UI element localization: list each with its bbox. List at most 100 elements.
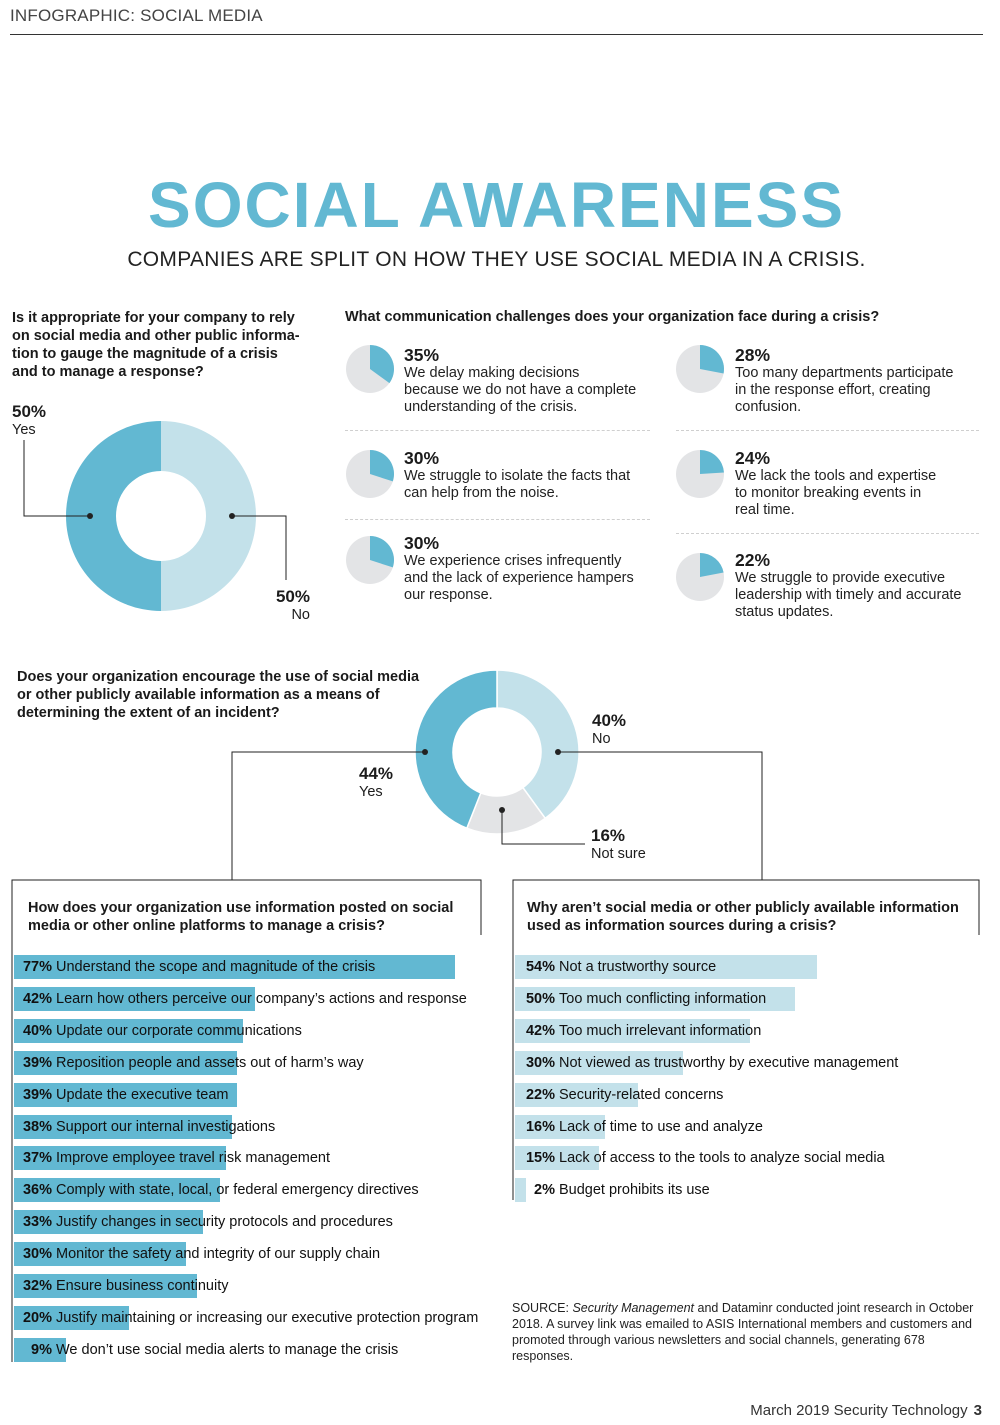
bar [14,1210,204,1235]
bar-value: 50% [525,990,555,1007]
q4-question-line: How does your organization use informati… [28,900,454,916]
bar-label: 37% Improve employee travel risk manageme… [14,1146,330,1170]
bar-category: Ensure business continuity [56,1278,229,1294]
challenge-pct: 30% [404,448,440,468]
bar-label: 20% Justify maintaining or increasing our… [14,1306,478,1330]
q1-donut-yes-slice [66,421,161,611]
q5-question-line: used as information sources during a cri… [527,918,837,934]
q3-donut-no-slice [496,669,580,820]
bar-category: Lack of access to the tools to analyze s… [559,1150,885,1167]
bar [14,1242,186,1267]
source-note: SOURCE: Security Management and Dataminr… [512,1300,977,1364]
challenge-text-line: and the lack of experience hampers [404,570,634,586]
bar-value: 33% [22,1214,52,1231]
bar-category: Learn how others perceive our company’s … [56,990,467,1007]
challenge-divider [345,430,650,431]
bar [14,1178,221,1203]
bar-label: 39% Reposition people and assets out of h… [14,1051,364,1075]
challenge-pct: 30% [404,533,440,553]
page-footer: March 2019 Security Technology 3 [750,1402,982,1419]
page-subtitle: COMPANIES ARE SPLIT ON HOW THEY USE SOCI… [127,248,866,271]
bar-label: 38% Support our internal investigations [14,1115,275,1139]
q1-donut-no-slice [161,421,256,611]
footer-text: March 2019 Security Technology [750,1402,968,1419]
q5-question-line: Why aren’t social media or other publicl… [527,900,959,916]
q1-yes-text: Yes [12,422,36,438]
bar-label: 15% Lack of access to the tools to analyz… [515,1146,885,1170]
bar-value: 37% [22,1150,52,1167]
challenge-pct: 24% [735,448,771,468]
q3-no-pct: 40% [592,711,627,730]
bar-value: 42% [22,990,52,1007]
bar-label: 50% Too much conflicting information [515,987,766,1011]
q3-question: Does your organization encourage the use… [17,668,437,722]
challenge-item: 35% We delay making decisions because we… [404,345,664,416]
challenge-divider [345,519,650,520]
bar [515,1050,683,1075]
q1-question-line: and to manage a response? [12,364,204,380]
challenge-text-line: our response. [404,587,493,603]
challenge-pct: 22% [735,550,771,570]
q3-question-line: Does your organization encourage the use… [17,669,420,685]
challenge-pct: 35% [404,345,440,365]
bar-value: 20% [22,1309,52,1326]
bar-category: Comply with state, local, or federal eme… [56,1182,419,1199]
bar-category: Improve employee travel risk management [56,1150,331,1167]
q3-yes-connector [231,751,425,880]
bar-value: 39% [22,1086,52,1103]
challenge-divider [676,533,979,534]
source-publication: Security Management [572,1301,695,1315]
bar-category: Update our corporate communications [56,1022,302,1039]
q4-frame [11,879,482,935]
bar [515,1178,527,1203]
q5-question: Why aren’t social media or other publicl… [527,899,977,935]
bar-label: 42% Too much irrelevant information [515,1019,761,1043]
bar-category: Support our internal investigations [56,1118,276,1135]
challenge-text-line: We struggle to provide executive [735,570,946,586]
bar [14,986,255,1011]
q1-question-line: Is it appropriate for your company to re… [12,310,295,326]
bar [14,1114,232,1139]
challenge-pie-slice [700,345,724,374]
bar-label: 42% Learn how others perceive our company… [14,987,467,1011]
q3-notsure-dot [499,807,505,813]
bar-label: 16% Lack of time to use and analyze [515,1115,763,1139]
q1-yes-pct: 50% [12,402,47,421]
challenge-text-line: We lack the tools and expertise [735,468,937,484]
bar-value: 15% [525,1150,555,1167]
bar-label: 22% Security-related concerns [515,1083,723,1107]
q3-question-line: determining the extent of an incident? [17,705,280,721]
challenge-item: 22% We struggle to provide executive lea… [735,550,995,621]
q3-notsure-text: Not sure [591,846,646,862]
page-number: 3 [973,1402,982,1419]
source-prefix: SOURCE: [512,1301,573,1315]
q3-no-text: No [592,731,611,747]
bar [515,1146,599,1171]
bar-value: 30% [22,1246,52,1263]
q3-yes-dot [422,749,428,755]
bar-value: 39% [22,1054,52,1071]
q3-no-dot [555,749,561,755]
bar [14,1082,238,1107]
challenge-text-line: status updates. [735,604,834,620]
challenge-text-line: in the response effort, creating [735,382,931,398]
bar-label: 39% Update the executive team [14,1083,229,1107]
q1-yes-leader [23,440,90,517]
challenge-text-line: real time. [735,502,795,518]
bar-category: Not a trustworthy source [559,959,717,975]
challenge-text-line: We experience crises infrequently [404,553,622,569]
bar [14,1337,66,1362]
bar-category: Too much conflicting information [559,990,767,1007]
bar [14,1146,226,1171]
bar-value: 36% [22,1182,52,1199]
challenge-text-line: to monitor breaking events in [735,485,922,501]
bar-label: 30% Not viewed as trustworthy by executiv… [515,1051,898,1075]
challenge-text-line: because we do not have a complete [404,382,637,398]
bar-label: 54% Not a trustworthy source [515,955,716,979]
challenge-text-line: We struggle to isolate the facts that [404,468,631,484]
challenge-item: 30% We experience crises infrequently an… [404,533,664,604]
bar-value: 32% [22,1278,52,1294]
q3-no-connector [558,751,763,880]
section-label: INFOGRAPHIC: SOCIAL MEDIA [10,6,263,25]
challenge-pie-slice [700,450,724,474]
